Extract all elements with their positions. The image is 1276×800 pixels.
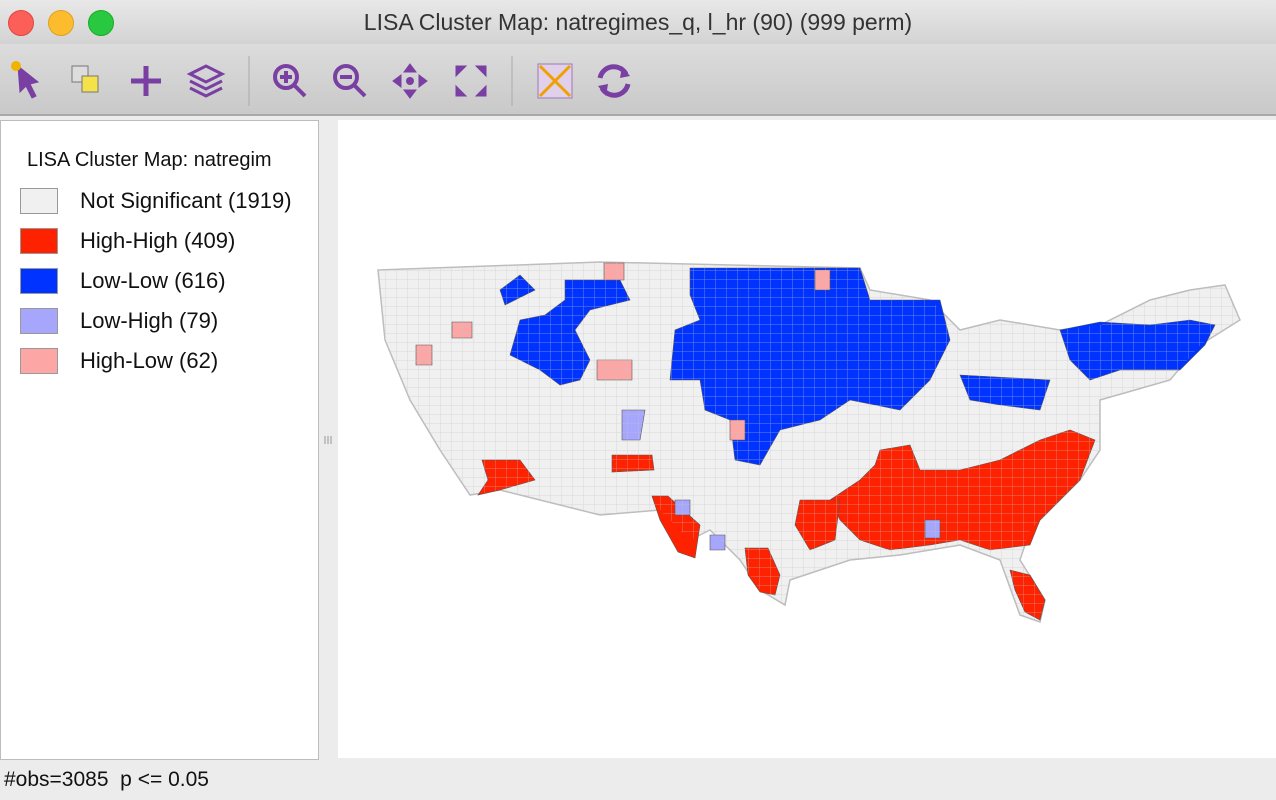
county-borders — [378, 262, 1240, 622]
legend-swatch[interactable] — [20, 268, 58, 294]
legend-swatch[interactable] — [20, 228, 58, 254]
select-tool[interactable] — [17, 64, 40, 99]
toolbar — [0, 44, 1276, 116]
legend-panel — [0, 120, 319, 760]
legend-swatch[interactable] — [20, 308, 58, 334]
zoom-in-tool[interactable] — [273, 64, 299, 90]
legend-label: High-Low (62) — [80, 348, 219, 373]
legend-swatch[interactable] — [20, 348, 58, 374]
map-canvas[interactable] — [338, 120, 1276, 758]
minimize-button[interactable] — [48, 10, 74, 36]
toolbar-icons — [11, 56, 631, 106]
map — [377, 261, 1241, 623]
pan-tool[interactable] — [392, 63, 428, 99]
layers-tool[interactable] — [186, 64, 226, 98]
zoom-button[interactable] — [88, 10, 114, 36]
splitter-grip — [324, 436, 332, 444]
window-title: LISA Cluster Map: natregimes_q, l_hr (90… — [363, 9, 913, 35]
legend-label: High-High (409) — [80, 228, 236, 253]
add-layer-tool[interactable] — [131, 66, 161, 96]
full-extent-tool[interactable] — [455, 65, 487, 97]
zoom-out-tool[interactable] — [333, 64, 359, 90]
splitter[interactable] — [319, 120, 337, 758]
close-button[interactable] — [8, 10, 34, 36]
legend-label: Low-Low (616) — [80, 268, 226, 293]
legend-label: Low-High (79) — [80, 308, 219, 333]
title-bar: LISA Cluster Map: natregimes_q, l_hr (90… — [0, 0, 1276, 44]
select-tool-dot — [11, 61, 21, 71]
legend-swatch[interactable] — [20, 188, 58, 214]
legend-label: Not Significant (1919) — [80, 188, 292, 213]
selection-tool-2 — [81, 75, 99, 93]
status-bar: #obs=3085 p <= 0.05 — [4, 768, 209, 791]
legend-title: LISA Cluster Map: natregim — [27, 149, 272, 171]
